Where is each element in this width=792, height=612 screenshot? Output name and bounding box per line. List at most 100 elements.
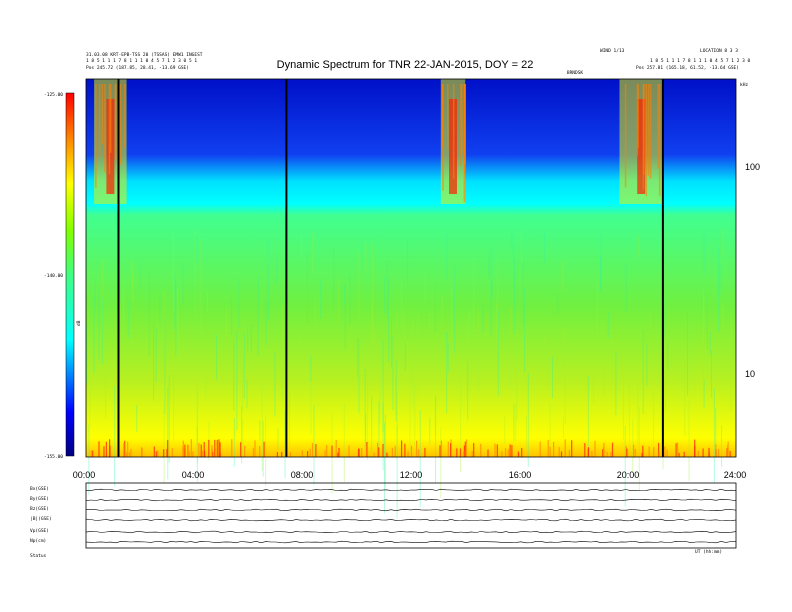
spectrum-noise <box>361 448 363 457</box>
spectrum-noise <box>658 451 660 457</box>
spectrum-noise <box>263 441 265 457</box>
spectrum-streak <box>313 405 315 485</box>
spectrum-noise <box>337 452 339 457</box>
spectrum-noise <box>204 450 206 457</box>
spectrum-noise <box>378 447 380 457</box>
spectrum-streak <box>247 325 249 351</box>
spectrum-noise <box>307 451 309 457</box>
radio-burst-streak <box>642 84 645 190</box>
panel-trace <box>85 508 737 512</box>
spectrum-streak <box>600 233 602 292</box>
spectrum-streak <box>333 247 335 309</box>
radio-burst-core <box>637 99 646 194</box>
spectrum-noise <box>155 451 157 457</box>
spectrum-streak <box>274 352 276 417</box>
spectrum-streak <box>718 245 720 332</box>
spectrum-streak <box>194 229 196 317</box>
spectrum-streak <box>233 342 235 411</box>
spectrum-noise <box>252 448 254 457</box>
spectrum-streak <box>101 259 103 337</box>
spectrum-streak <box>638 406 640 492</box>
panels-frame <box>85 482 737 549</box>
panel-label-np: Np(cm) <box>30 538 46 544</box>
spectrum-noise <box>126 452 128 457</box>
spectrum-noise <box>418 449 420 457</box>
radio-burst-streak <box>124 84 126 148</box>
spectrum-noise <box>244 445 246 457</box>
spectrum-noise <box>664 446 666 457</box>
spectrum-noise <box>447 441 449 457</box>
spectrum-streak <box>379 376 381 424</box>
spectrum-streak <box>155 328 157 382</box>
spectrum-streak <box>624 425 626 507</box>
spectrum-streak <box>148 271 150 356</box>
spectrum-noise <box>439 445 441 457</box>
spectrum-streak <box>549 403 551 452</box>
spectrum-streak <box>403 311 405 369</box>
spectrum-streak <box>196 388 198 454</box>
spectrum-noise <box>166 449 168 457</box>
spectrum-streak <box>414 380 416 448</box>
spectrum-noise <box>473 443 475 457</box>
spectrum-streak <box>490 279 492 336</box>
spectrum-streak <box>665 363 666 412</box>
spectrum-streak <box>497 258 499 352</box>
spectrum-streak <box>515 402 517 442</box>
spectrum-streak <box>119 299 121 348</box>
spectrum-noise <box>200 444 202 457</box>
spectrum-noise <box>211 445 213 457</box>
spectrum-noise <box>683 451 685 457</box>
spectrum-streak <box>277 428 279 450</box>
spectrum-noise <box>641 453 643 457</box>
spectrum-noise <box>424 447 426 457</box>
x-tick-label-00: 00:00 <box>73 470 96 480</box>
spectrum-streak <box>250 323 252 352</box>
spectrum-streak <box>371 304 373 368</box>
spectrum-noise <box>610 451 612 457</box>
spectrum-streak <box>310 355 312 383</box>
spectrum-streak <box>513 403 515 442</box>
spectrum-streak <box>289 392 291 450</box>
panel-trace <box>85 530 737 534</box>
spectrum-noise <box>539 441 541 457</box>
radio-burst-streak <box>441 84 444 148</box>
spectrum-streak <box>225 307 227 383</box>
header-left-line-1: 31.03.08 KRT-EPB-TSS 20 (TSSAS) EMW1 ING… <box>86 52 203 58</box>
spectrum-noise <box>92 450 94 457</box>
spectrum-streak <box>703 380 705 408</box>
spectrum-noise <box>480 443 482 457</box>
spectrum-streak <box>504 416 506 444</box>
x-tick-label-16: 16:00 <box>509 470 532 480</box>
spectrum-noise <box>183 448 185 457</box>
spectrum-noise <box>391 447 393 457</box>
spectrum-noise <box>386 452 388 457</box>
spectrum-streak <box>722 302 724 381</box>
spectrum-streak <box>243 333 245 399</box>
header-left: 31.03.08 KRT-EPB-TSS 20 (TSSAS) EMW1 ING… <box>86 52 203 71</box>
spectrum-noise <box>549 446 551 457</box>
radio-burst-streak <box>460 84 462 166</box>
spectrum-noise <box>463 445 465 457</box>
spectrum-noise <box>456 448 458 457</box>
spectrum-streak <box>709 331 711 355</box>
spectrum-noise <box>254 440 256 457</box>
spectrum-noise <box>404 443 406 457</box>
spectrum-streak <box>310 369 312 435</box>
spectrum-streak <box>500 360 501 396</box>
spectrum-streak <box>638 235 640 258</box>
spectrum-streak <box>388 279 390 362</box>
radio-burst-streak <box>101 84 104 145</box>
spectrum-noise <box>289 452 291 457</box>
panel-trace <box>85 518 737 522</box>
footer-status-label: Status <box>30 553 47 559</box>
spectrum-streak <box>460 379 462 472</box>
spectrum-streak <box>687 309 689 396</box>
parameter-panels: Bx(GSE) By(GSE) Bz(GSE) |B|(GSE) Vp(GSE)… <box>30 482 737 559</box>
spectrum-streak <box>86 326 88 384</box>
radio-burst-streak <box>461 84 463 154</box>
spectrum-noise <box>373 452 375 457</box>
spectrum-streak <box>395 374 397 416</box>
spectrum-noise <box>465 439 468 457</box>
spectrum-noise <box>642 445 644 457</box>
radio-burst-streak <box>647 84 650 176</box>
